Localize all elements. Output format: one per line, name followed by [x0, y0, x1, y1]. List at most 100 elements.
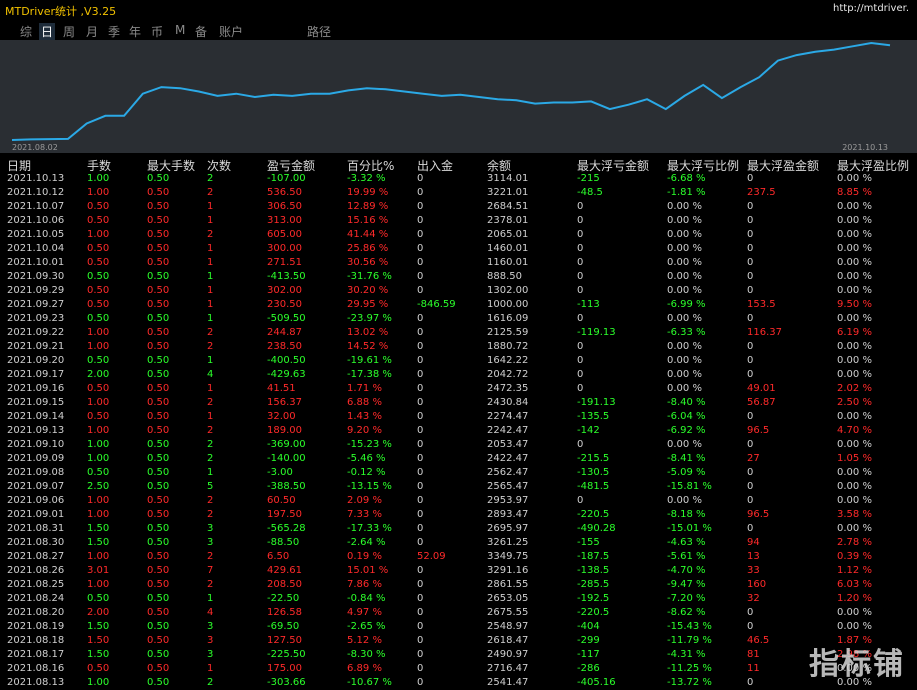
tab-1[interactable]: 日: [39, 23, 56, 40]
table-cell: 6.19 %: [837, 327, 872, 338]
table-cell: 237.5: [747, 187, 776, 198]
table-cell: 0: [417, 257, 424, 268]
tab-10[interactable]: 路径: [307, 25, 332, 39]
table-row[interactable]: 2021.09.20 0.50 0.50 1 -400.50 -19.61 % 0 1642.…: [0, 354, 917, 368]
table-cell: 2021.09.10: [7, 439, 65, 450]
table-cell: 0.50: [87, 313, 110, 324]
table-cell: 429.61: [267, 565, 302, 576]
header-cell[interactable]: 最大浮亏金额: [577, 159, 650, 173]
table-row[interactable]: 2021.08.24 0.50 0.50 1 -22.50 -0.84 % 0 2653.05…: [0, 592, 917, 606]
table-row[interactable]: 2021.08.27 1.00 0.50 2 6.50 0.19 % 52.09 3349.7…: [0, 550, 917, 564]
table-row[interactable]: 2021.09.13 1.00 0.50 2 189.00 9.20 % 0 2242.47 -…: [0, 424, 917, 438]
header-cell[interactable]: 手数: [87, 159, 112, 173]
table-cell: 0.50: [147, 229, 170, 240]
tab-8[interactable]: 备: [195, 25, 208, 39]
table-row[interactable]: 2021.09.22 1.00 0.50 2 244.87 13.02 % 0 2125.59…: [0, 326, 917, 340]
header-cell[interactable]: 盈亏金额: [267, 159, 316, 173]
header-cell[interactable]: 最大浮亏比例: [667, 159, 740, 173]
table-cell: 0.00 %: [837, 271, 872, 282]
header-cell[interactable]: 最大浮盈比例: [837, 159, 910, 173]
table-cell: -15.81 %: [667, 481, 712, 492]
table-cell: 0.50: [147, 243, 170, 254]
table-cell: 0.50: [147, 215, 170, 226]
table-cell: 271.51: [267, 257, 302, 268]
table-row[interactable]: 2021.09.23 0.50 0.50 1 -509.50 -23.97 % 0 1616.…: [0, 312, 917, 326]
table-row[interactable]: 2021.09.30 0.50 0.50 1 -413.50 -31.76 % 0 888.5…: [0, 270, 917, 284]
table-row[interactable]: 2021.09.09 1.00 0.50 2 -140.00 -5.46 % 0 2422.4…: [0, 452, 917, 466]
table-cell: 0: [577, 355, 584, 366]
table-cell: 2021.08.27: [7, 551, 65, 562]
header-cell[interactable]: 最大浮盈金额: [747, 159, 820, 173]
table-cell: 1.00: [87, 439, 110, 450]
table-row[interactable]: 2021.09.07 2.50 0.50 5 -388.50 -13.15 % 0 2565.…: [0, 480, 917, 494]
table-row[interactable]: 2021.10.07 0.50 0.50 1 306.50 12.89 % 0 2684.51…: [0, 200, 917, 214]
table-cell: 3: [207, 635, 214, 646]
table-row[interactable]: 2021.08.20 2.00 0.50 4 126.58 4.97 % 0 2675.55 -…: [0, 606, 917, 620]
table-cell: 2472.35: [487, 383, 529, 394]
table-row[interactable]: 2021.10.12 1.00 0.50 2 536.50 19.99 % 0 3221.01…: [0, 186, 917, 200]
table-row[interactable]: 2021.08.31 1.50 0.50 3 -565.28 -17.33 % 0 2695.…: [0, 522, 917, 536]
table-row[interactable]: 2021.08.17 1.50 0.50 3 -225.50 -8.30 % 0 2490.9…: [0, 648, 917, 662]
table-cell: 2: [207, 453, 214, 464]
table-row[interactable]: 2021.08.19 1.50 0.50 3 -69.50 -2.65 % 0 2548.97…: [0, 620, 917, 634]
table-cell: 2695.97: [487, 523, 529, 534]
balance-line-chart: 2021.08.02 2021.10.13: [11, 41, 891, 152]
table-row[interactable]: 2021.09.27 0.50 0.50 1 230.50 29.95 % -846.59 1…: [0, 298, 917, 312]
tab-4[interactable]: 季: [108, 25, 121, 39]
table-cell: -2.64 %: [347, 537, 386, 548]
header-cell[interactable]: 次数: [207, 159, 232, 173]
table-cell: 5.12 %: [347, 635, 382, 646]
table-cell: -88.50: [267, 537, 300, 548]
table-row[interactable]: 2021.09.29 0.50 0.50 1 302.00 30.20 % 0 1302.00…: [0, 284, 917, 298]
table-row[interactable]: 2021.10.13 1.00 0.50 2 -107.00 -3.32 % 0 3114.0…: [0, 172, 917, 186]
table-row[interactable]: 2021.09.10 1.00 0.50 2 -369.00 -15.23 % 0 2053.…: [0, 438, 917, 452]
table-row[interactable]: 2021.09.01 1.00 0.50 2 197.50 7.33 % 0 2893.47 -…: [0, 508, 917, 522]
header-cell[interactable]: 日期: [7, 159, 32, 173]
table-cell: 0: [747, 215, 754, 226]
table-cell: 2: [207, 677, 214, 688]
table-cell: 1.00: [87, 509, 110, 520]
table-row[interactable]: 2021.10.04 0.50 0.50 1 300.00 25.86 % 0 1460.01…: [0, 242, 917, 256]
table-row[interactable]: 2021.10.01 0.50 0.50 1 271.51 30.56 % 0 1160.01…: [0, 256, 917, 270]
table-row[interactable]: 2021.09.06 1.00 0.50 2 60.50 2.09 % 0 2953.97 0 0…: [0, 494, 917, 508]
table-row[interactable]: 2021.10.05 1.00 0.50 2 605.00 41.44 % 0 2065.01…: [0, 228, 917, 242]
table-cell: -490.28: [577, 523, 616, 534]
table-cell: -13.72 %: [667, 677, 712, 688]
table-row[interactable]: 2021.09.15 1.00 0.50 2 156.37 6.88 % 0 2430.84 -…: [0, 396, 917, 410]
table-row[interactable]: 2021.09.16 0.50 0.50 1 41.51 1.71 % 0 2472.35 0 0…: [0, 382, 917, 396]
tab-9[interactable]: 账户: [219, 25, 244, 39]
table-cell: 0.00 %: [837, 523, 872, 534]
table-row[interactable]: 2021.09.21 1.00 0.50 2 238.50 14.52 % 0 1880.72…: [0, 340, 917, 354]
table-row[interactable]: 2021.08.25 1.00 0.50 2 208.50 7.86 % 0 2861.55 -…: [0, 578, 917, 592]
website-link[interactable]: http://mtdriver.: [833, 3, 909, 14]
table-cell: 0: [577, 495, 584, 506]
table-cell: 0: [417, 523, 424, 534]
table-cell: 0.00 %: [837, 201, 872, 212]
header-cell[interactable]: 最大手数: [147, 159, 196, 173]
tab-7[interactable]: M: [175, 23, 186, 37]
tab-3[interactable]: 月: [86, 25, 99, 39]
balance-chart-panel: 2021.08.02 2021.10.13: [0, 40, 917, 153]
table-row[interactable]: 2021.09.14 0.50 0.50 1 32.00 1.43 % 0 2274.47 -1…: [0, 410, 917, 424]
tab-6[interactable]: 币: [151, 25, 164, 39]
table-cell: 0.50: [147, 649, 170, 660]
header-cell[interactable]: 百分比%: [347, 159, 395, 173]
table-cell: -5.61 %: [667, 551, 706, 562]
table-row[interactable]: 2021.08.13 1.00 0.50 2 -303.66 -10.67 % 0 2541.…: [0, 676, 917, 690]
table-cell: 6.88 %: [347, 397, 382, 408]
table-row[interactable]: 2021.08.16 0.50 0.50 1 175.00 6.89 % 0 2716.47 -…: [0, 662, 917, 676]
table-cell: 0.50: [147, 341, 170, 352]
tab-2[interactable]: 周: [63, 25, 76, 39]
header-cell[interactable]: 余额: [487, 159, 512, 173]
table-cell: 2021.09.17: [7, 369, 65, 380]
table-row[interactable]: 2021.09.17 2.00 0.50 4 -429.63 -17.38 % 0 2042.…: [0, 368, 917, 382]
tab-0[interactable]: 综: [20, 25, 33, 39]
table-cell: 52.09: [417, 551, 446, 562]
table-row[interactable]: 2021.09.08 0.50 0.50 1 -3.00 -0.12 % 0 2562.47 -…: [0, 466, 917, 480]
table-row[interactable]: 2021.08.26 3.01 0.50 7 429.61 15.01 % 0 3291.16…: [0, 564, 917, 578]
table-row[interactable]: 2021.08.18 1.50 0.50 3 127.50 5.12 % 0 2618.47 -…: [0, 634, 917, 648]
header-cell[interactable]: 出入金: [417, 159, 454, 173]
table-row[interactable]: 2021.08.30 1.50 0.50 3 -88.50 -2.64 % 0 3261.25…: [0, 536, 917, 550]
tab-5[interactable]: 年: [129, 25, 142, 39]
table-row[interactable]: 2021.10.06 0.50 0.50 1 313.00 15.16 % 0 2378.01…: [0, 214, 917, 228]
